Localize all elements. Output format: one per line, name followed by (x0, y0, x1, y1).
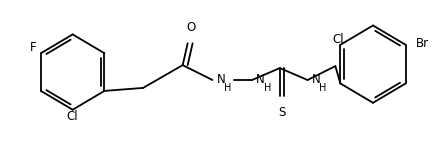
Text: H: H (320, 83, 327, 93)
Text: H: H (224, 83, 232, 93)
Text: Cl: Cl (67, 110, 79, 123)
Text: Br: Br (416, 37, 429, 50)
Text: H: H (264, 83, 271, 93)
Text: F: F (30, 41, 37, 54)
Text: N: N (216, 73, 225, 86)
Text: N: N (311, 73, 320, 86)
Text: O: O (186, 21, 195, 34)
Text: Cl: Cl (333, 33, 344, 46)
Text: S: S (278, 106, 286, 119)
Text: N: N (256, 73, 265, 86)
